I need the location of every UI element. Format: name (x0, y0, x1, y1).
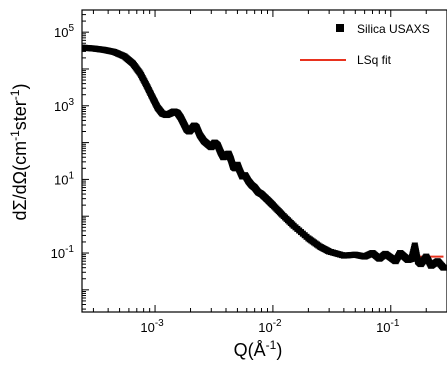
x-tick-label: 10-3 (140, 318, 164, 335)
axes-ticks (82, 9, 427, 312)
x-tick-label: 10-1 (376, 318, 400, 335)
x-tick-exp: -1 (391, 318, 400, 329)
y-tick-exp: -1 (65, 244, 74, 255)
y-tick-label: 103 (54, 97, 74, 114)
legend-marker-square (336, 24, 344, 32)
y-tick-exp: 1 (68, 170, 74, 181)
y-tick-label: 105 (54, 23, 74, 40)
legend-label-fit: LSq fit (357, 53, 392, 67)
y-tick-label: 101 (54, 170, 74, 187)
y-tick-exp: 5 (68, 23, 74, 34)
y-tick-base: 10 (51, 246, 65, 261)
y-tick-base: 10 (54, 99, 68, 114)
legend-label-data: Silica USAXS (357, 22, 430, 36)
y-tick-base: 10 (54, 172, 68, 187)
y-tick-exp: 3 (68, 97, 74, 108)
data-series (82, 44, 447, 271)
x-tick-base: 10 (140, 320, 154, 335)
x-axis-label: Q(Å-1) (234, 338, 283, 360)
legend: Silica USAXS LSq fit (300, 22, 430, 67)
x-tick-label: 10-2 (258, 318, 282, 335)
data-point (440, 264, 447, 271)
y-axis-label: dΣ/dΩ(cm-1ster-1) (8, 84, 30, 221)
y-tick-label: 10-1 (51, 244, 75, 261)
y-tick-base: 10 (54, 25, 68, 40)
x-tick-base: 10 (376, 320, 390, 335)
x-tick-exp: -3 (155, 318, 164, 329)
plot-frame (81, 9, 447, 313)
x-tick-exp: -2 (273, 318, 282, 329)
x-tick-base: 10 (258, 320, 272, 335)
